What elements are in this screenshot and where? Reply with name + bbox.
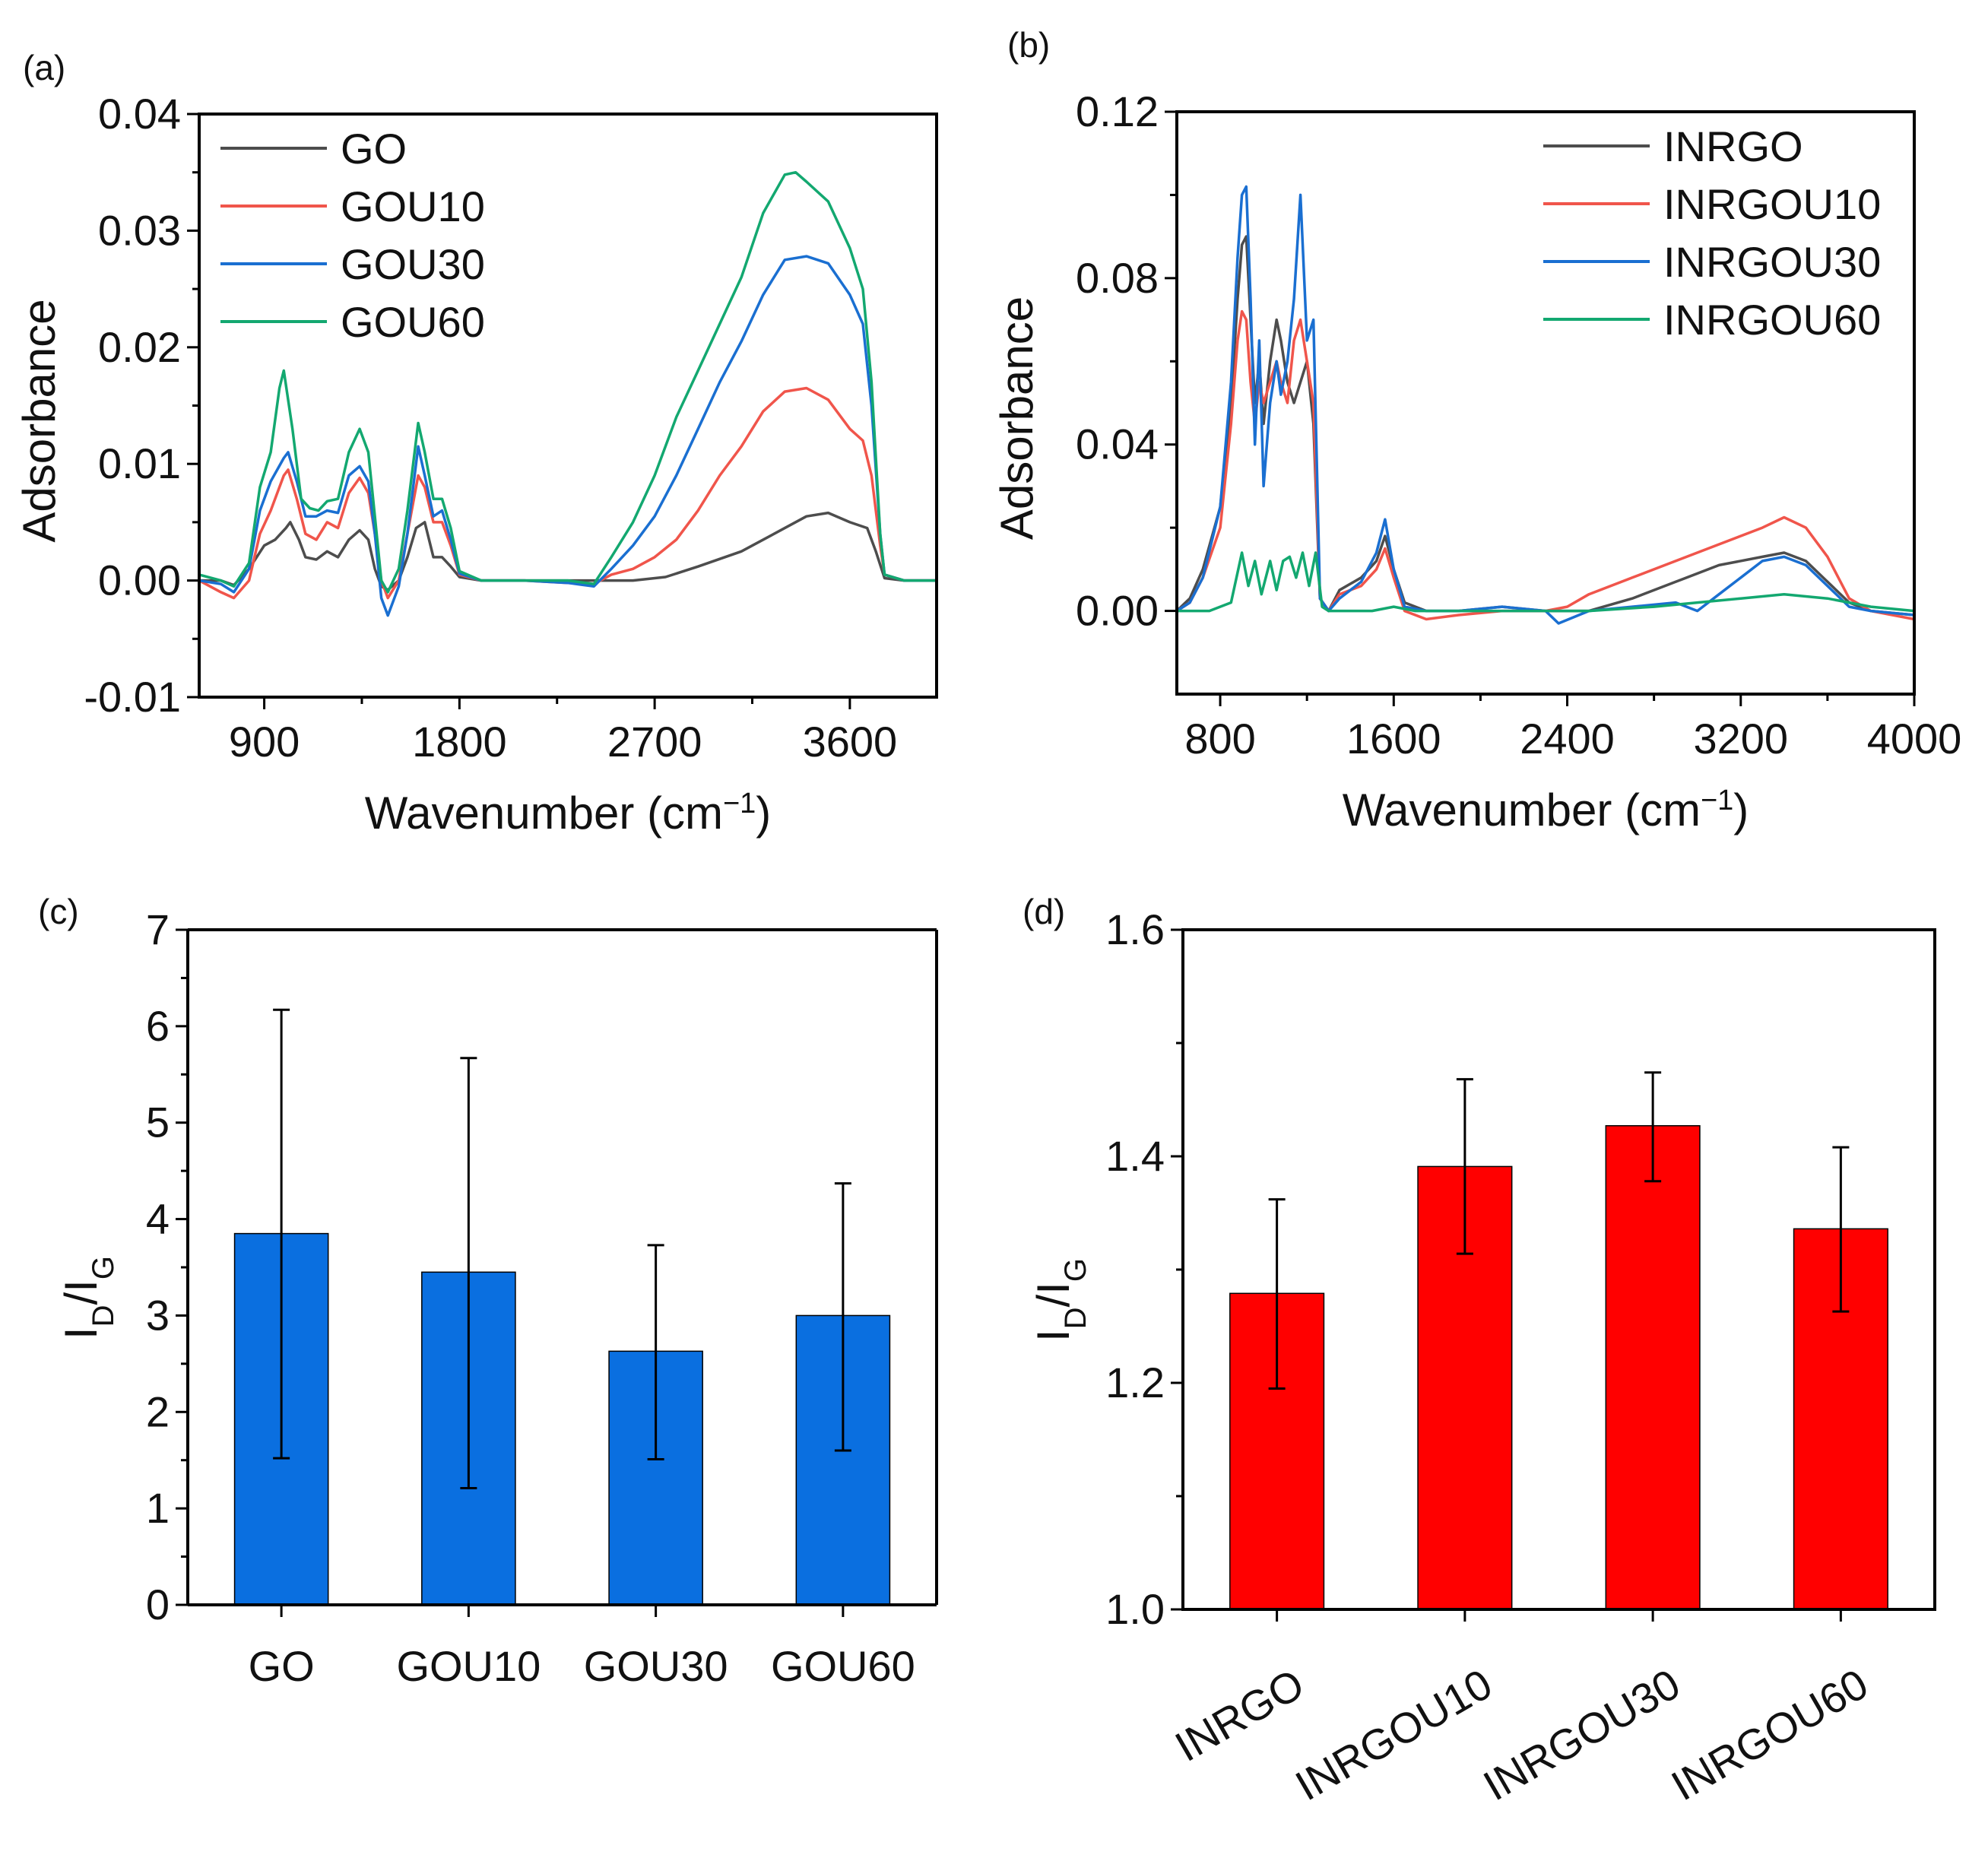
x-axis-title: Wavenumber (cm−1)	[1343, 785, 1749, 835]
x-tick-label: 900	[229, 718, 300, 766]
x-tick-label-gou30: GOU30	[584, 1642, 728, 1690]
y-tick-label: 1.2	[1105, 1359, 1165, 1406]
y-tick-label: 6	[146, 1002, 170, 1050]
y-tick-label: 1.0	[1105, 1585, 1165, 1633]
x-axis-title: Wavenumber (cm−1)	[365, 788, 772, 839]
y-tick-label: 1	[146, 1484, 170, 1532]
x-tick-label-inrgou30: INRGOU30	[1476, 1660, 1688, 1810]
y-tick-label: 0.02	[98, 323, 181, 371]
x-tick-label-inrgou60: INRGOU60	[1663, 1660, 1875, 1810]
plot-frame	[198, 113, 938, 699]
panel-b-spectra-inrgo: (b) 800 1600 2400 3200 4000 0.00 0.04 0.08 0.12 Wa…	[991, 25, 1961, 835]
y-axis-title-main: I	[55, 1327, 106, 1340]
series-line-go	[199, 511, 937, 591]
legend-label-gou30: GOU30	[341, 240, 485, 288]
x-axis-title-text: Wavenumber (cm	[1343, 785, 1701, 835]
y-tick-label: 0.04	[1076, 420, 1159, 468]
legend-label-gou10: GOU10	[341, 182, 485, 230]
panel-a-spectra-go: (a) 900 1800 2700 3600 -0.01 0.00 0.01 0.02 0.03 0…	[14, 48, 938, 839]
plot-frame	[1175, 110, 1916, 696]
y-axis-title: Adsorbance	[991, 296, 1042, 540]
y-axis-title: ID/IG	[1028, 1258, 1092, 1342]
y-tick-label: 0.04	[98, 90, 181, 138]
y-axis-title-sub-d: D	[87, 1305, 120, 1327]
legend-label-gou60: GOU60	[341, 298, 485, 346]
x-axis-title-close: )	[1733, 785, 1749, 835]
y-axis-title-mid: /I	[1028, 1282, 1079, 1307]
y-tick-label: 0.12	[1076, 87, 1159, 135]
x-tick-label-gou60: GOU60	[771, 1642, 915, 1690]
y-tick-label: 0	[146, 1581, 170, 1628]
y-tick-label: 3	[146, 1291, 170, 1339]
series-line-gou10	[199, 386, 937, 600]
x-tick-label: 4000	[1867, 715, 1962, 763]
panel-label: (d)	[1023, 892, 1065, 931]
series-line-inrgou10	[1177, 309, 1914, 621]
y-tick-label: 0.03	[98, 206, 181, 254]
legend-label-inrgo: INRGO	[1663, 122, 1803, 170]
legend-label-inrgou60: INRGOU60	[1663, 296, 1881, 344]
series-group	[199, 170, 937, 617]
series-line-inrgou60	[1177, 551, 1914, 613]
y-tick-label: 0.00	[1076, 587, 1159, 635]
series-line-inrgou30	[1177, 185, 1914, 625]
x-tick-label: 3200	[1693, 715, 1788, 763]
x-tick-label: 2400	[1520, 715, 1615, 763]
x-tick-label: 2700	[607, 718, 702, 766]
x-tick-label: 1600	[1346, 715, 1441, 763]
y-tick-label: 1.6	[1105, 905, 1165, 953]
bar-inrgou30	[1605, 1125, 1701, 1610]
x-tick-label: 1800	[412, 718, 507, 766]
x-tick-label: 3600	[803, 718, 898, 766]
panel-label: (b)	[1007, 25, 1050, 65]
y-axis-title: ID/IG	[55, 1256, 120, 1340]
panel-c-id-ig-go: (c) GO GOU10 GOU30 GOU60 0 1 2 3 4 5 6 7 ID/IG	[38, 892, 938, 1690]
y-axis-title-sub-g: G	[87, 1256, 120, 1279]
legend-label-inrgou10: INRGOU10	[1663, 180, 1881, 228]
x-axis-title-superscript: −1	[1701, 785, 1733, 816]
y-tick-label: 5	[146, 1099, 170, 1146]
panel-label: (c)	[38, 892, 79, 931]
y-tick-label: 0.08	[1076, 254, 1159, 302]
panel-label: (a)	[23, 48, 65, 87]
y-tick-label: 4	[146, 1195, 170, 1243]
series-line-gou30	[199, 255, 937, 617]
series-line-gou60	[199, 170, 937, 594]
legend-label-inrgou30: INRGOU30	[1663, 238, 1881, 286]
series-group	[1177, 185, 1914, 625]
x-axis-title-close: )	[756, 788, 771, 839]
y-axis-title-sub-g: G	[1059, 1258, 1092, 1282]
y-tick-label: 7	[146, 905, 170, 953]
x-tick-label-gou10: GOU10	[396, 1642, 541, 1690]
legend-label-go: GO	[341, 125, 407, 173]
y-axis-title: Adsorbance	[14, 299, 65, 542]
y-tick-label: 0.00	[98, 556, 181, 604]
x-tick-label: 800	[1184, 715, 1255, 763]
y-tick-label: 2	[146, 1387, 170, 1435]
x-axis-title-superscript: −1	[723, 788, 756, 820]
y-axis-title-sub-d: D	[1059, 1307, 1092, 1329]
x-tick-label-inrgo: INRGO	[1167, 1660, 1311, 1771]
x-tick-label-go: GO	[249, 1642, 315, 1690]
x-tick-label-inrgou10: INRGOU10	[1287, 1660, 1499, 1810]
y-axis-title-mid: /I	[55, 1279, 106, 1305]
y-axis-title-main: I	[1028, 1329, 1079, 1342]
y-tick-label: 1.4	[1105, 1132, 1165, 1180]
x-axis-title-text: Wavenumber (cm	[365, 788, 723, 839]
y-tick-label: -0.01	[84, 673, 181, 721]
y-tick-label: 0.01	[98, 439, 181, 487]
